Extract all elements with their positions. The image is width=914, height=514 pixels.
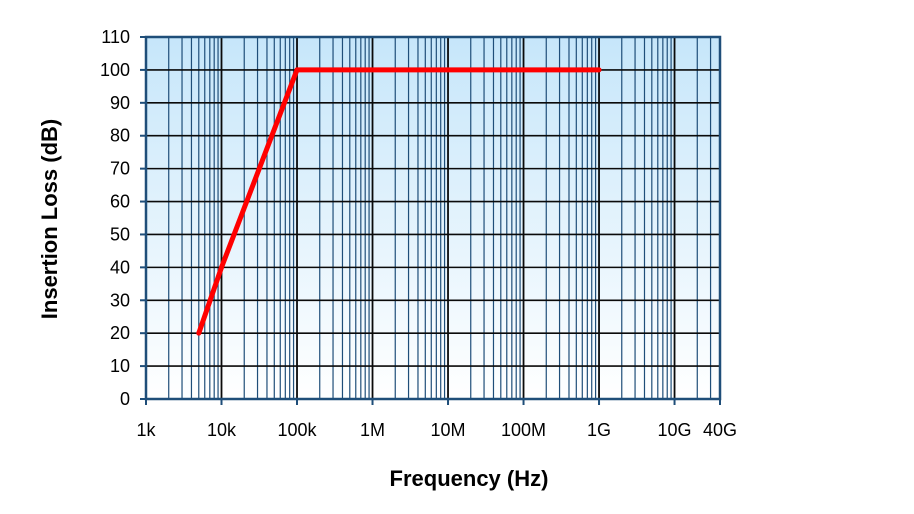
x-tick-label: 10M — [431, 420, 466, 440]
x-axis-title: Frequency (Hz) — [390, 466, 549, 491]
y-tick-label: 110 — [101, 27, 130, 47]
y-tick-label: 40 — [110, 257, 130, 277]
x-tick-label: 1k — [136, 420, 156, 440]
plot-area — [146, 37, 720, 399]
y-tick-label: 0 — [120, 389, 130, 409]
x-tick-label: 10G — [658, 420, 692, 440]
y-tick-label: 80 — [110, 126, 130, 146]
y-tick-label: 10 — [110, 356, 130, 376]
y-tick-label: 30 — [110, 290, 130, 310]
data-point — [196, 330, 202, 336]
y-tick-label: 100 — [100, 60, 130, 80]
series-line — [196, 67, 599, 335]
y-tick-label: 60 — [110, 192, 130, 212]
y-tick-label: 70 — [110, 159, 130, 179]
y-tick-label: 20 — [110, 323, 130, 343]
minor-gridlines — [168, 37, 712, 399]
x-tick-label: 1G — [587, 420, 611, 440]
plot-frame — [144, 35, 722, 401]
x-tick-label: 100M — [501, 420, 546, 440]
y-tick-label: 90 — [110, 93, 130, 113]
y-axis-title: Insertion Loss (dB) — [37, 119, 62, 319]
x-tick-label: 100k — [277, 420, 317, 440]
x-tick-label: 10k — [207, 420, 237, 440]
y-tick-label: 50 — [110, 224, 130, 244]
data-point — [219, 264, 225, 270]
data-point — [294, 67, 300, 73]
x-tick-labels: 1k 10k 100k 1M 10M 100M 1G 10G 40G — [136, 399, 737, 440]
x-tick-label: 40G — [703, 420, 737, 440]
y-tick-labels: 0 10 20 30 40 50 60 70 80 90 100 110 — [100, 27, 146, 409]
data-point — [596, 67, 602, 73]
x-tick-label: 1M — [360, 420, 385, 440]
series-group — [196, 67, 602, 336]
